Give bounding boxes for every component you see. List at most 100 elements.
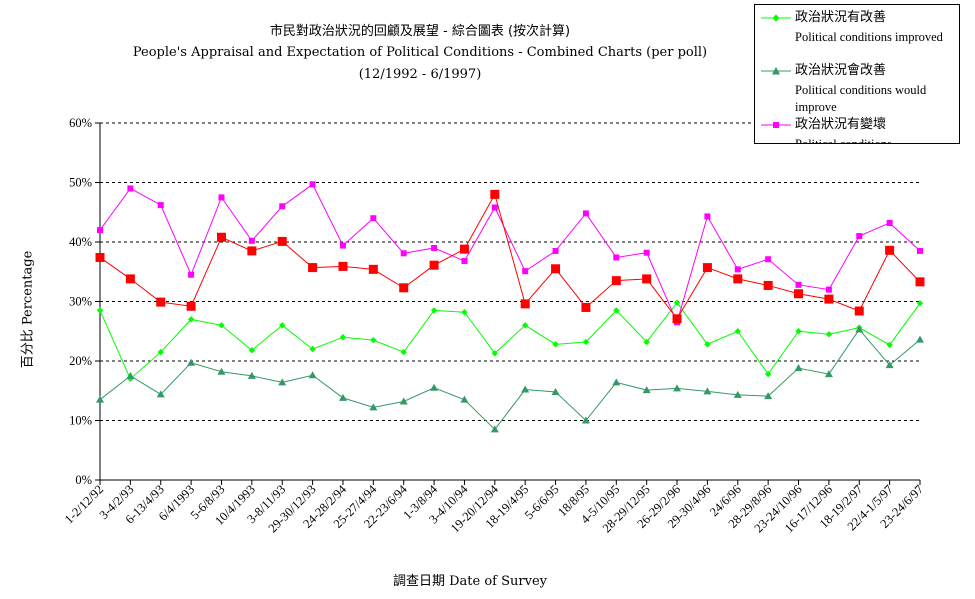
y-tick-label: 30% bbox=[69, 295, 92, 309]
data-point bbox=[400, 348, 407, 356]
series-lines bbox=[95, 181, 925, 433]
data-point bbox=[733, 274, 743, 284]
data-point bbox=[399, 283, 409, 293]
data-point bbox=[126, 371, 135, 379]
data-point bbox=[277, 236, 287, 246]
data-point bbox=[855, 325, 864, 333]
data-point bbox=[491, 350, 499, 357]
data-point bbox=[186, 301, 196, 311]
data-point bbox=[248, 237, 255, 244]
data-point bbox=[673, 384, 682, 392]
legend-marker-improved bbox=[761, 14, 791, 22]
y-tick-label: 10% bbox=[69, 414, 92, 428]
data-point bbox=[399, 397, 408, 405]
y-tick-labels: 0% 10% 20% 30% 40% 50% 60% bbox=[69, 116, 92, 487]
data-point bbox=[854, 306, 864, 316]
data-point bbox=[218, 322, 225, 329]
data-point bbox=[459, 244, 469, 254]
data-point bbox=[552, 247, 559, 254]
data-point bbox=[764, 392, 773, 400]
legend-label-en: Political conditions... bbox=[795, 137, 902, 144]
series-3 bbox=[95, 189, 925, 324]
data-point bbox=[339, 334, 347, 341]
data-point bbox=[460, 395, 469, 403]
data-point bbox=[95, 252, 105, 262]
data-point bbox=[672, 314, 682, 324]
data-point bbox=[582, 210, 589, 217]
data-point bbox=[885, 245, 895, 255]
series-line bbox=[99, 193, 921, 320]
data-point bbox=[611, 276, 621, 286]
title-zh: 市民對政治狀況的回顧及展望 - 綜合圖表 (按次計算) bbox=[269, 24, 571, 39]
data-point bbox=[521, 322, 529, 329]
data-point bbox=[642, 274, 652, 284]
data-point bbox=[157, 348, 164, 356]
y-tick-label: 0% bbox=[75, 473, 92, 487]
title-period: (12/1992 - 6/1997) bbox=[358, 67, 482, 82]
data-point bbox=[765, 256, 772, 263]
data-point bbox=[309, 345, 316, 353]
data-point bbox=[551, 387, 560, 395]
data-point bbox=[217, 367, 226, 375]
x-tick-label: 5-6/6/95 bbox=[522, 482, 562, 522]
series-line bbox=[99, 183, 921, 324]
data-point bbox=[97, 227, 103, 234]
data-point bbox=[794, 364, 803, 372]
data-point bbox=[582, 338, 590, 346]
data-point bbox=[369, 403, 378, 411]
data-point bbox=[309, 181, 316, 188]
data-point bbox=[461, 309, 468, 316]
data-point bbox=[551, 264, 561, 274]
data-point bbox=[552, 341, 559, 348]
series-line bbox=[99, 328, 921, 431]
data-point bbox=[247, 246, 257, 256]
data-point bbox=[734, 328, 741, 335]
series-line bbox=[99, 301, 921, 380]
data-point bbox=[581, 302, 591, 312]
data-point bbox=[247, 371, 256, 379]
data-point bbox=[763, 280, 773, 290]
legend-label-en: Political conditions improved bbox=[795, 30, 943, 44]
data-point bbox=[218, 194, 225, 201]
data-point bbox=[308, 263, 318, 273]
y-tick-label: 50% bbox=[69, 176, 92, 190]
data-point bbox=[702, 263, 712, 273]
data-point bbox=[490, 189, 500, 199]
data-point bbox=[370, 336, 377, 344]
data-point bbox=[916, 335, 924, 343]
y-tick-label: 40% bbox=[69, 235, 92, 249]
data-point bbox=[461, 258, 468, 265]
data-point bbox=[795, 281, 802, 288]
axes bbox=[95, 122, 921, 485]
data-point bbox=[370, 215, 377, 222]
data-point bbox=[916, 300, 924, 307]
data-point bbox=[156, 390, 165, 398]
data-point bbox=[338, 393, 347, 401]
data-point bbox=[156, 297, 166, 307]
data-point bbox=[704, 341, 711, 348]
data-point bbox=[642, 386, 651, 394]
gridlines bbox=[100, 122, 920, 421]
y-tick-label: 60% bbox=[69, 116, 92, 130]
data-point bbox=[248, 347, 256, 354]
legend-label-zh: 政治狀況會改善 bbox=[795, 63, 887, 78]
data-point bbox=[429, 260, 439, 270]
data-point bbox=[430, 383, 439, 391]
title-en: People's Appraisal and Expectation of Po… bbox=[132, 45, 708, 60]
data-point bbox=[795, 328, 802, 335]
data-point bbox=[915, 277, 925, 287]
data-point bbox=[825, 331, 833, 338]
legend-marker-would-improve bbox=[761, 67, 791, 75]
data-point bbox=[278, 378, 287, 386]
data-point bbox=[824, 294, 834, 304]
legend-label-en: Political conditions would improve bbox=[795, 83, 927, 114]
data-point bbox=[521, 385, 530, 393]
x-tick-labels: 1-2/12/923-4/2/936-13/4/936/4/19935-6/8/… bbox=[62, 482, 926, 536]
data-point bbox=[188, 271, 195, 278]
data-point bbox=[734, 266, 741, 273]
data-point bbox=[824, 370, 833, 378]
data-point bbox=[917, 247, 923, 254]
data-point bbox=[612, 378, 621, 386]
y-tick-label: 20% bbox=[69, 354, 92, 368]
data-point bbox=[491, 204, 498, 211]
